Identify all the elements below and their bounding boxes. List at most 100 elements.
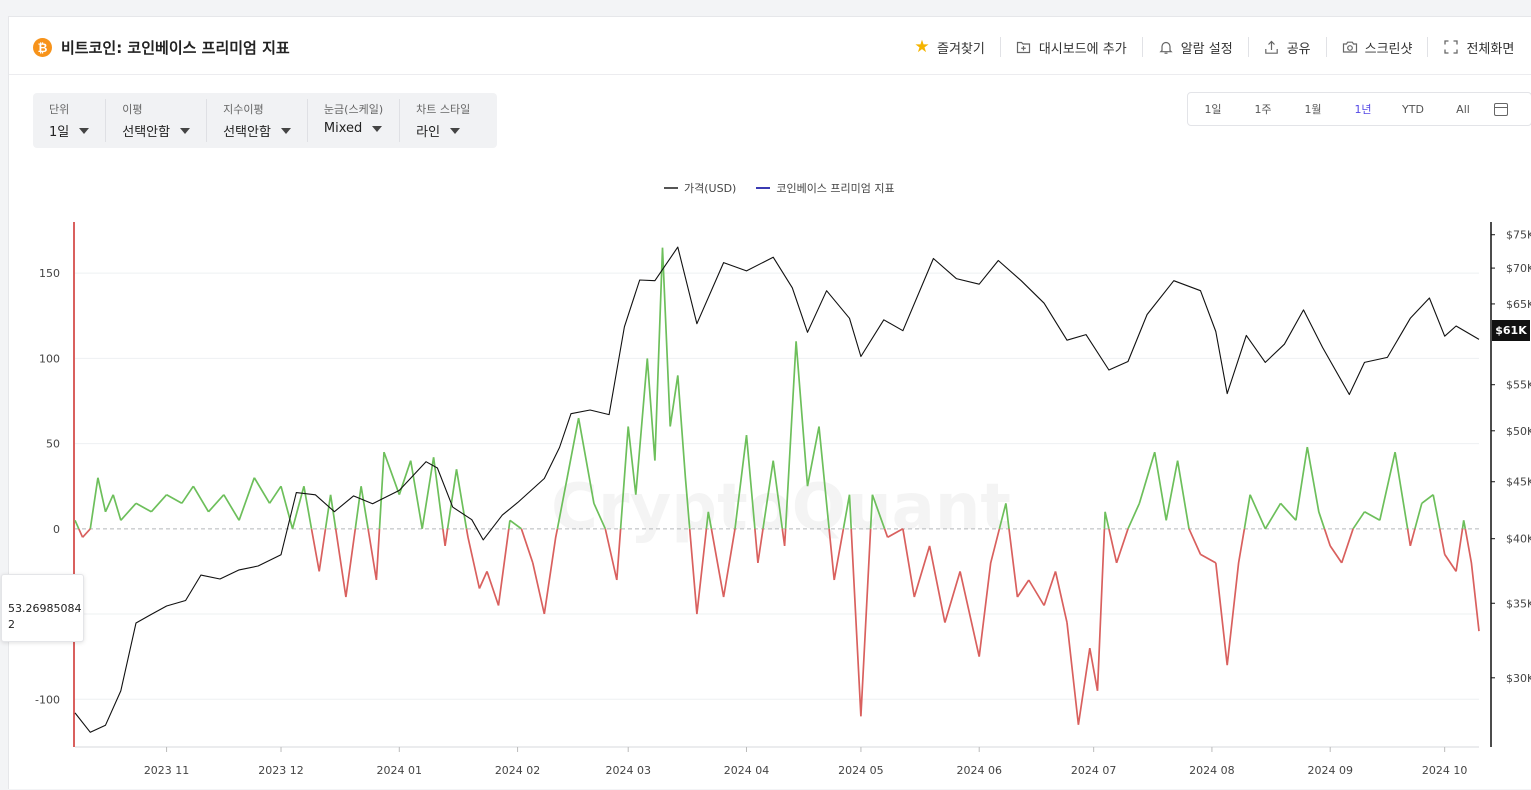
- right-axis-tick-label: $65K: [1506, 298, 1531, 311]
- right-axis-tick-label: $75K: [1506, 229, 1531, 242]
- page-title: 비트코인: 코인베이스 프리미엄 지표: [61, 39, 290, 57]
- x-axis-tick-label: 2024 09: [1307, 764, 1353, 777]
- legend-price[interactable]: 가격(USD): [664, 180, 736, 196]
- range-ytd[interactable]: YTD: [1402, 102, 1424, 116]
- right-axis-tick-label: $70K: [1506, 262, 1531, 275]
- chevron-down-icon: [79, 127, 90, 134]
- premium-line-positive: [74, 247, 1467, 530]
- premium-line-negative: [78, 528, 1480, 725]
- share-label: 공유: [1286, 41, 1311, 57]
- right-axis-tick-label: $55K: [1506, 379, 1531, 392]
- chart-filter-bar: 단위 1일 이평 선택안함 지수이평 선택안함 눈금(스케일) Mixed 차트…: [33, 93, 497, 148]
- premium-series: [74, 247, 1480, 725]
- fullscreen-button[interactable]: 전체화면: [1428, 37, 1529, 57]
- chevron-down-icon: [280, 127, 291, 134]
- filter-exp-moving-average-label: 지수이평: [223, 103, 264, 116]
- right-axis-tick-label: $40K: [1506, 533, 1531, 546]
- fullscreen-label: 전체화면: [1466, 41, 1515, 57]
- fullscreen-icon: [1443, 39, 1459, 55]
- bitcoin-icon: ₿: [33, 38, 52, 57]
- chart-plot[interactable]: CryptoQuant 150 100 50 0 -100 $75K $70K $65K $5…: [9, 17, 1531, 790]
- screenshot-label: 스크린샷: [1364, 41, 1413, 57]
- add-to-dashboard-label: 대시보드에 추가: [1038, 41, 1127, 57]
- x-axis-tick-label: 2024 01: [377, 764, 423, 777]
- screenshot-button[interactable]: 스크린샷: [1327, 37, 1429, 57]
- right-axis-tick-label: $45K: [1506, 476, 1531, 489]
- filter-moving-average[interactable]: 이평 선택안함: [106, 99, 208, 142]
- share-icon: [1264, 39, 1280, 55]
- left-axis: 150 100 50 0 -100: [35, 222, 75, 747]
- time-range-selector: 1일 1주 1월 1년 YTD All: [1187, 92, 1531, 126]
- tooltip-extra: 2: [8, 618, 15, 631]
- range-1w[interactable]: 1주: [1254, 103, 1272, 116]
- legend-premium-label: 코인베이스 프리미엄 지표: [776, 182, 895, 195]
- filter-chart-style[interactable]: 차트 스타일 라인: [400, 99, 486, 142]
- tooltip-value: 53.26985084: [8, 602, 82, 615]
- x-axis-tick-label: 2024 03: [605, 764, 651, 777]
- filter-chart-style-value: 라인: [416, 125, 441, 140]
- range-all[interactable]: All: [1456, 102, 1470, 116]
- share-button[interactable]: 공유: [1249, 37, 1327, 57]
- right-axis-tick-label: $35K: [1506, 597, 1531, 610]
- filter-moving-average-value: 선택안함: [122, 125, 171, 140]
- header-actions: ★ 즐겨찾기 대시보드에 추가 알람 설정 공유: [899, 37, 1529, 57]
- left-axis-tick-label: 150: [39, 267, 60, 280]
- x-axis-tick-label: 2024 02: [495, 764, 541, 777]
- x-axis-tick-label: 2023 11: [144, 764, 190, 777]
- filter-unit-value: 1일: [49, 125, 70, 140]
- right-axis: $75K $70K $65K $55K $50K $45K $40K $35K $30K: [1490, 222, 1531, 747]
- left-axis-tick-label: -100: [35, 693, 60, 706]
- favorite-button[interactable]: ★ 즐겨찾기: [899, 37, 1001, 57]
- filter-scale-label: 눈금(스케일): [323, 103, 384, 116]
- price-series: [74, 246, 1480, 733]
- alert-settings-label: 알람 설정: [1180, 41, 1233, 57]
- x-axis-tick-label: 2023 12: [258, 764, 304, 777]
- star-icon: ★: [914, 37, 930, 57]
- favorite-label: 즐겨찾기: [937, 41, 985, 57]
- legend-price-label: 가격(USD): [684, 182, 737, 195]
- x-axis-tick-label: 2024 10: [1422, 764, 1468, 777]
- chevron-down-icon: [450, 127, 461, 134]
- x-axis-tick-label: 2024 06: [956, 764, 1002, 777]
- watermark: CryptoQuant: [551, 471, 1011, 545]
- filter-chart-style-label: 차트 스타일: [416, 103, 471, 116]
- range-1d[interactable]: 1일: [1204, 103, 1222, 116]
- right-axis-tick-label: $50K: [1506, 425, 1531, 438]
- filter-scale[interactable]: 눈금(스케일) Mixed: [308, 99, 401, 142]
- calendar-icon[interactable]: [1494, 102, 1508, 116]
- x-axis-tick-label: 2024 04: [724, 764, 770, 777]
- filter-exp-moving-average[interactable]: 지수이평 선택안함: [207, 99, 308, 142]
- x-axis-tick-label: 2024 08: [1189, 764, 1235, 777]
- legend-price-swatch: [664, 187, 678, 189]
- camera-icon: [1342, 39, 1358, 55]
- hover-tooltip: 53.26985084 2: [1, 574, 84, 642]
- left-axis-tick-label: 50: [46, 438, 60, 451]
- bell-icon: [1158, 39, 1174, 55]
- left-axis-tick-label: 0: [53, 523, 60, 536]
- dashboard-add-icon: [1016, 39, 1032, 55]
- right-axis-tick-label: $30K: [1506, 672, 1531, 685]
- filter-exp-moving-average-value: 선택안함: [223, 125, 271, 140]
- filter-unit[interactable]: 단위 1일: [33, 99, 107, 142]
- x-axis-tick-label: 2024 05: [838, 764, 884, 777]
- range-1m[interactable]: 1월: [1304, 103, 1322, 116]
- add-to-dashboard-button[interactable]: 대시보드에 추가: [1001, 37, 1143, 57]
- legend-premium-swatch: [756, 187, 771, 189]
- chevron-down-icon: [372, 125, 383, 132]
- range-1y[interactable]: 1년: [1354, 103, 1372, 116]
- chart-panel: ₿ 비트코인: 코인베이스 프리미엄 지표 ★ 즐겨찾기 대시보드에 추가 알람…: [1, 16, 1531, 790]
- filter-unit-label: 단위: [49, 103, 70, 116]
- grid-lines: [75, 272, 1479, 700]
- left-axis-tick-label: 100: [39, 352, 60, 365]
- chart-header: ₿ 비트코인: 코인베이스 프리미엄 지표 ★ 즐겨찾기 대시보드에 추가 알람…: [9, 17, 1531, 75]
- price-line: [74, 246, 1480, 733]
- filter-scale-value: Mixed: [323, 121, 363, 136]
- x-axis-tick-label: 2024 07: [1071, 764, 1117, 777]
- alert-settings-button[interactable]: 알람 설정: [1143, 37, 1249, 57]
- current-price-badge: $61K: [1492, 320, 1530, 341]
- legend-premium[interactable]: 코인베이스 프리미엄 지표: [756, 180, 895, 196]
- title-area: ₿ 비트코인: 코인베이스 프리미엄 지표: [33, 37, 290, 58]
- chart-legend: 가격(USD) 코인베이스 프리미엄 지표: [664, 180, 915, 196]
- chevron-down-icon: [180, 127, 191, 134]
- filter-moving-average-label: 이평: [122, 103, 143, 116]
